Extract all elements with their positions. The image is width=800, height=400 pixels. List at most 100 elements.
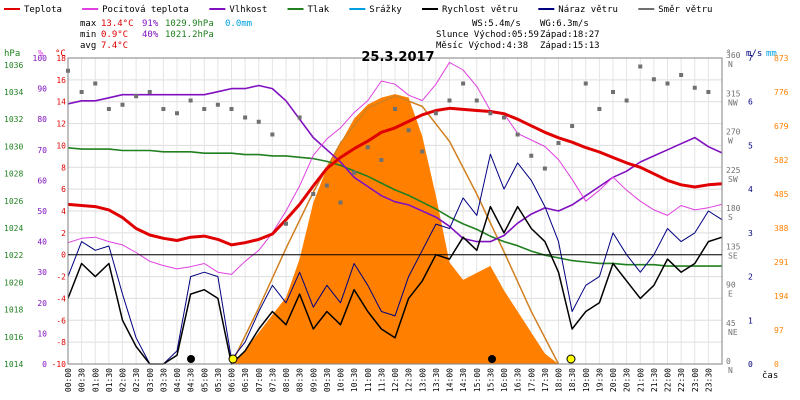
wind-direction-point xyxy=(433,111,438,116)
tick-label-direction: 270 xyxy=(726,128,741,137)
tick-label-humidity: 70 xyxy=(37,146,47,155)
tick-label-time: 05:30 xyxy=(214,368,223,392)
tick-label-humidity: 0 xyxy=(42,360,47,369)
wind-direction-point xyxy=(542,166,547,171)
summary-moon-set: Západ:15:13 xyxy=(540,41,600,51)
wind-direction-point xyxy=(134,94,139,99)
tick-label-compass: SE xyxy=(728,251,738,260)
tick-label-wind: 2 xyxy=(748,273,753,282)
summary-sun-set: Západ:18:27 xyxy=(540,30,600,40)
axis-unit-deg: °C xyxy=(55,49,66,59)
tick-label-time: 03:00 xyxy=(146,368,155,392)
legend-label: Vlhkost xyxy=(229,5,267,15)
wind-direction-point xyxy=(651,77,656,82)
axis-unit-hpa: hPa xyxy=(4,49,20,59)
wind-direction-point xyxy=(665,81,670,86)
axis-hpa: 1014 1016 1018 1020 1022 1024 1026 1028 1030 1032… xyxy=(4,61,23,369)
tick-label-radiation: 388 xyxy=(774,224,789,233)
wind-direction-point xyxy=(120,102,125,107)
tick-label-compass: S xyxy=(728,213,733,222)
wind-direction-point xyxy=(679,73,684,77)
axis-unit-pct: % xyxy=(38,49,44,59)
tick-label-humidity: 10 xyxy=(37,329,47,338)
tick-label-time: 19:00 xyxy=(582,368,591,392)
tick-label-compass: NE xyxy=(728,328,738,337)
tick-label-temperature: 14 xyxy=(56,98,66,107)
wind-direction-point xyxy=(79,90,84,94)
tick-label-humidity: 80 xyxy=(37,115,47,124)
tick-label-wind: 0 xyxy=(748,360,753,369)
wind-direction-point xyxy=(488,111,493,116)
summary-avg-label: avg xyxy=(80,41,96,51)
tick-label-temperature: -10 xyxy=(52,360,67,369)
summary-block: max 13.4°C 91% 1029.9hPa 0.0mm min 0.9°C… xyxy=(80,19,600,51)
tick-label-time: 15:30 xyxy=(486,368,495,392)
tick-label-time: 21:30 xyxy=(650,368,659,392)
wind-direction-point xyxy=(556,141,561,145)
temperature-line xyxy=(67,106,723,247)
tick-label-direction: 0 xyxy=(726,357,731,366)
tick-label-temperature: -2 xyxy=(56,273,66,282)
summary-moon: Měsíc Východ:4:38 xyxy=(436,41,528,51)
tick-label-time: 02:00 xyxy=(119,368,128,392)
tick-label-time: 13:00 xyxy=(418,368,427,392)
wind-direction-point xyxy=(420,149,425,154)
tick-label-time: 20:30 xyxy=(623,368,632,392)
tick-label-time: 19:30 xyxy=(595,368,604,392)
legend-label: Teplota xyxy=(24,5,62,15)
tick-label-hpa: 1016 xyxy=(4,333,23,342)
tick-label-wind: 7 xyxy=(748,54,753,63)
tick-label-compass: W xyxy=(728,137,733,146)
summary-max-temp: 13.4°C xyxy=(101,19,134,29)
tick-label-temperature: 8 xyxy=(61,163,66,172)
tick-label-direction: 135 xyxy=(726,242,741,251)
tick-label-radiation: 873 xyxy=(774,54,789,63)
tick-label-temperature: 0 xyxy=(61,251,66,260)
radiation-area xyxy=(231,94,559,365)
tick-label-compass: N xyxy=(728,60,733,69)
wind-direction-point xyxy=(529,153,534,158)
tick-label-temperature: 18 xyxy=(56,54,66,63)
tick-label-time: 18:30 xyxy=(568,368,577,392)
wind-direction-point xyxy=(365,145,370,150)
tick-label-direction: 180 xyxy=(726,204,741,213)
tick-label-compass: SW xyxy=(728,175,738,184)
tick-label-hpa: 1034 xyxy=(4,88,23,97)
tick-label-time: 13:30 xyxy=(432,368,441,392)
tick-label-time: 21:00 xyxy=(636,368,645,392)
axis-humidity: 0 10 20 30 40 50 60 70 80 90 100 xyxy=(33,54,48,369)
tick-label-time: 07:30 xyxy=(268,368,277,392)
tick-label-temperature: 4 xyxy=(61,207,66,216)
tick-label-temperature: 6 xyxy=(61,185,66,194)
tick-label-temperature: 12 xyxy=(56,120,66,129)
summary-max-label: max xyxy=(80,19,97,29)
tick-label-time: 23:00 xyxy=(691,368,700,392)
legend-label: Náraz větru xyxy=(558,5,618,15)
wind-direction-point xyxy=(215,102,220,107)
plot-border xyxy=(67,57,723,365)
tick-label-temperature: -8 xyxy=(56,338,66,347)
wind-direction-point xyxy=(297,115,302,120)
tick-label-compass: NW xyxy=(728,98,738,107)
tick-label-hpa: 1030 xyxy=(4,142,23,151)
wind-direction-point xyxy=(311,192,316,196)
tick-label-radiation: 194 xyxy=(774,292,789,301)
tick-label-time: 22:30 xyxy=(677,368,686,392)
wind-direction-point xyxy=(175,111,179,116)
tick-label-radiation: 679 xyxy=(774,122,789,131)
tick-label-humidity: 40 xyxy=(37,238,47,247)
tick-label-time: 04:30 xyxy=(187,368,196,392)
tick-label-time: 20:00 xyxy=(609,368,618,392)
wind-direction-point xyxy=(393,107,397,111)
summary-ws: WS:5.4m/s xyxy=(472,19,521,29)
wind-direction-point xyxy=(624,98,629,103)
wind-direction-point xyxy=(243,115,248,120)
tick-label-humidity: 50 xyxy=(37,207,47,216)
tick-label-humidity: 30 xyxy=(37,268,47,277)
axis-radiation: 0 97 194 291 388 485 582 679 776 873 xyxy=(774,54,789,369)
tick-label-hpa: 1024 xyxy=(4,224,23,233)
legend-label: Tlak xyxy=(308,5,330,15)
tick-label-direction: 45 xyxy=(726,319,736,328)
tick-label-temperature: 16 xyxy=(56,76,66,85)
